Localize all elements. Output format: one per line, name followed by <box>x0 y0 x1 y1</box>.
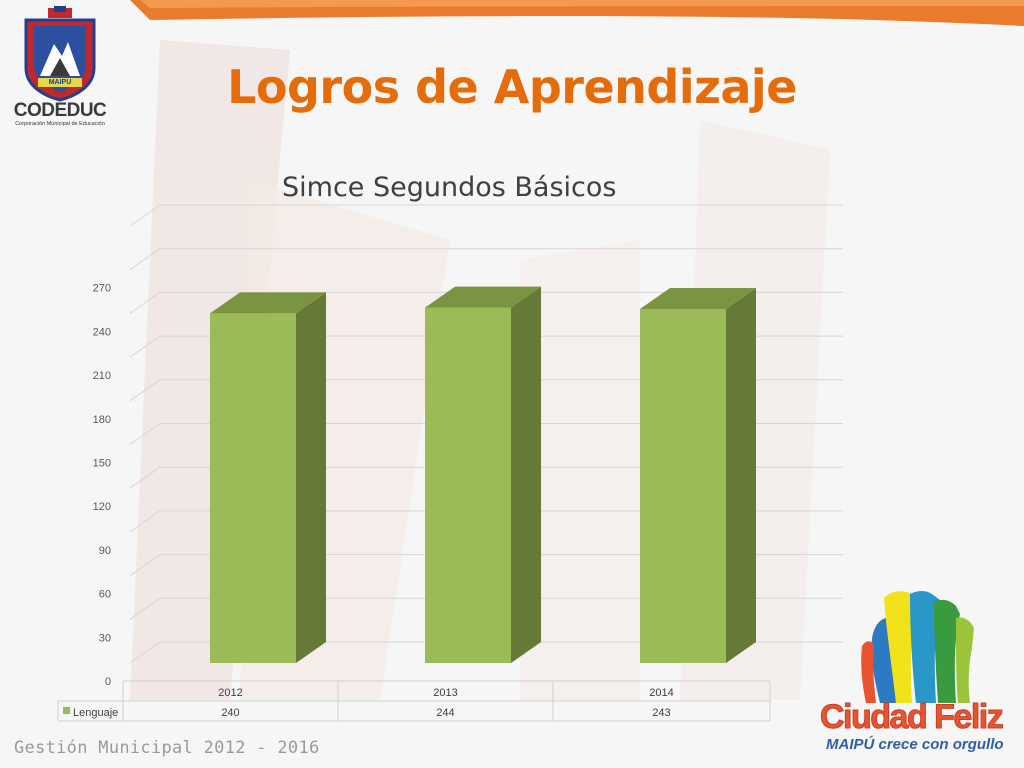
logo-subtitle: Corporación Municipal de Educación <box>15 121 105 127</box>
rainbow-stripes-icon <box>861 591 974 703</box>
data-label: 240 <box>221 707 239 719</box>
data-label: 243 <box>652 707 670 719</box>
gridline-depth <box>129 379 161 402</box>
legend-entry: Lenguaje <box>73 707 118 719</box>
gridline-depth <box>129 204 161 227</box>
bar-side <box>511 286 541 663</box>
gridline-depth <box>129 510 161 533</box>
chart-title: Simce Segundos Básicos <box>282 172 617 203</box>
x-tick-label: 2012 <box>218 687 242 699</box>
y-tick-label: 120 <box>93 501 111 513</box>
footer-text: Gestión Municipal 2012 - 2016 <box>14 738 320 758</box>
bar-side <box>726 288 756 663</box>
crest-icon <box>24 6 96 102</box>
bar-top <box>425 286 541 308</box>
y-tick-label: 0 <box>105 676 111 688</box>
gridline-depth <box>129 248 161 271</box>
gridline-depth <box>129 554 161 577</box>
gridline-depth <box>129 335 161 358</box>
y-tick-label: 180 <box>93 414 111 426</box>
bar-side <box>296 292 326 663</box>
x-tick-label: 2014 <box>649 687 673 699</box>
crest-text: MAIPÚ <box>48 79 72 86</box>
bar-top <box>640 288 756 310</box>
gridline-depth <box>129 291 161 314</box>
bar-front <box>210 313 296 663</box>
brand-tagline: MAIPÚ crece con orgullo <box>826 736 1004 753</box>
data-label: 244 <box>436 707 454 719</box>
bar-front <box>425 307 511 663</box>
codeduc-logo: CODEDUC Corporación Municipal de Educaci… <box>10 6 110 136</box>
top-orange-bar <box>130 0 1024 26</box>
y-tick-label: 270 <box>93 283 111 295</box>
logo-name: CODEDUC <box>13 100 107 121</box>
y-tick-label: 210 <box>93 370 111 382</box>
gridline-depth <box>129 597 161 620</box>
page-title: Logros de Aprendizaje <box>227 60 797 114</box>
y-tick-label: 240 <box>93 326 111 338</box>
bar-top <box>210 292 326 314</box>
brand-name: Ciudad Feliz <box>819 698 1004 737</box>
bar-front <box>640 309 726 663</box>
y-tick-label: 150 <box>93 458 111 470</box>
gridline-depth <box>129 423 161 445</box>
y-tick-label: 90 <box>99 545 111 557</box>
gridline-depth <box>129 641 161 664</box>
legend-swatch <box>63 707 70 714</box>
y-tick-label: 60 <box>99 589 111 601</box>
ciudad-feliz-logo: Ciudad Feliz MAIPÚ crece con orgullo <box>814 588 1020 758</box>
x-tick-label: 2013 <box>433 687 457 699</box>
y-tick-label: 30 <box>99 632 111 644</box>
gridline-depth <box>129 466 161 489</box>
